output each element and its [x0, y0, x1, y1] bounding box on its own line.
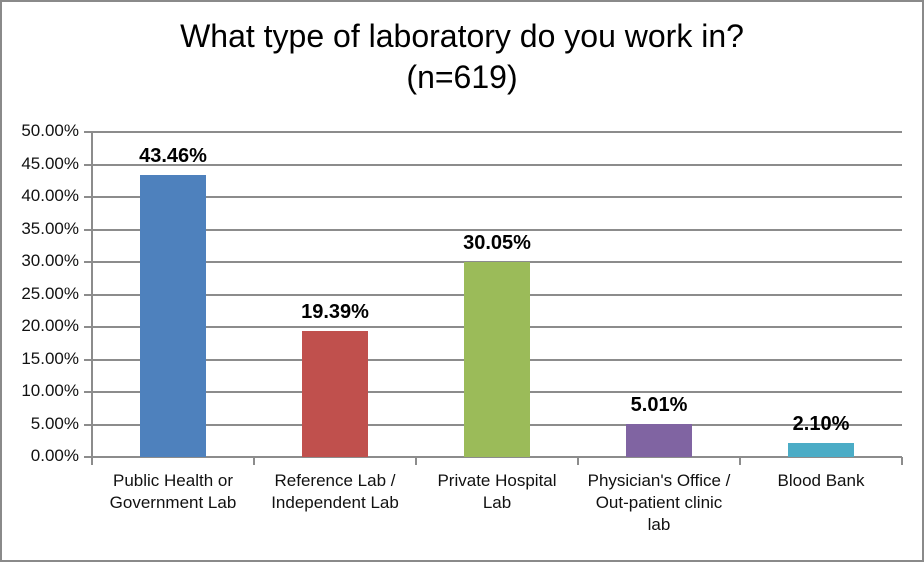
- x-axis-tick: [901, 457, 903, 465]
- x-axis-tick: [739, 457, 741, 465]
- y-axis-tick: [84, 131, 92, 133]
- y-axis-label: 0.00%: [30, 446, 79, 465]
- x-axis-tick: [415, 457, 417, 465]
- y-axis-tick: [84, 196, 92, 198]
- y-axis-label: 40.00%: [21, 186, 79, 205]
- category-label-line: Physician's Office /: [587, 471, 731, 490]
- category-label-line: Out-patient clinic: [595, 493, 723, 512]
- y-axis-tick: [84, 293, 92, 296]
- category-label-line: Independent Lab: [271, 493, 399, 512]
- gridline: [92, 228, 902, 231]
- y-axis-tick: [84, 228, 92, 231]
- bar: [788, 443, 854, 457]
- category-label: Reference Lab / Independent Lab: [254, 470, 416, 514]
- y-axis-label: 35.00%: [21, 218, 79, 238]
- category-label: Private Hospital Lab: [416, 470, 578, 514]
- category-label-line: lab: [647, 515, 671, 534]
- gridline: [92, 196, 902, 198]
- bar: [464, 261, 530, 457]
- y-axis-label: 5.00%: [30, 413, 79, 433]
- bar-value-label: 19.39%: [301, 300, 369, 323]
- chart-title-line1: What type of laboratory do you work in?: [180, 18, 744, 54]
- y-axis-tick: [84, 391, 92, 393]
- category-label-line: Blood Bank: [777, 471, 865, 490]
- y-axis-line: [91, 131, 93, 465]
- bar: [626, 424, 692, 457]
- y-axis-tick: [84, 358, 92, 361]
- y-axis-label: 10.00%: [21, 381, 79, 400]
- gridline: [92, 163, 902, 166]
- bar-value-label: 5.01%: [630, 394, 688, 417]
- category-label-line: Government Lab: [109, 493, 237, 512]
- bar-value-label: 2.10%: [792, 413, 850, 436]
- y-axis-label: 20.00%: [21, 316, 79, 335]
- y-axis-tick: [84, 423, 92, 426]
- y-axis-tick: [84, 326, 92, 328]
- y-axis-label: 30.00%: [21, 251, 79, 270]
- bar-value-label: 43.46%: [139, 144, 207, 167]
- category-label: Physician's Office / Out-patient clinic la…: [578, 470, 740, 536]
- x-axis-tick: [91, 457, 93, 465]
- category-label-line: Reference Lab /: [274, 471, 396, 490]
- bar-value-label: 30.05%: [463, 231, 531, 254]
- y-axis-tick: [84, 163, 92, 166]
- y-axis-label: 45.00%: [21, 153, 79, 173]
- category-label-line: Private Hospital: [437, 471, 557, 490]
- category-label: Blood Bank: [740, 470, 902, 492]
- gridline: [92, 456, 902, 458]
- category-label-line: Public Health or: [112, 471, 233, 490]
- y-axis-tick: [84, 456, 92, 458]
- chart-title: What type of laboratory do you work in? …: [2, 16, 922, 98]
- y-axis-label: 50.00%: [21, 121, 79, 140]
- x-axis-tick: [577, 457, 579, 465]
- bar: [140, 174, 206, 457]
- y-axis-tick: [84, 261, 92, 263]
- y-axis-label: 25.00%: [21, 283, 79, 303]
- chart-title-line2: (n=619): [406, 59, 518, 95]
- category-label: Public Health or Government Lab: [92, 470, 254, 514]
- y-axis-label: 15.00%: [21, 348, 79, 368]
- category-label-line: Lab: [482, 493, 512, 512]
- x-axis-tick: [253, 457, 255, 465]
- bar: [302, 330, 368, 457]
- gridline: [92, 131, 902, 133]
